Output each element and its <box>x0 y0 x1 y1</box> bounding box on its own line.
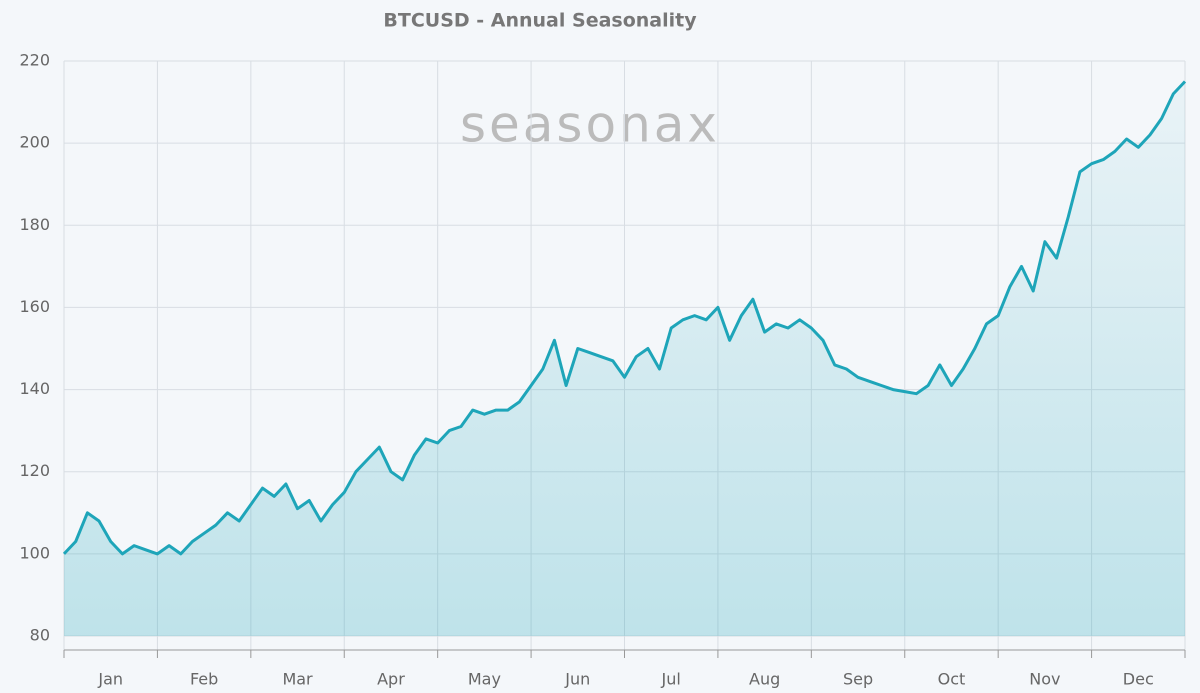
y-tick-label: 100 <box>19 543 50 562</box>
y-tick-label: 80 <box>30 626 50 645</box>
y-tick-label: 200 <box>19 133 50 152</box>
x-tick-label: Jun <box>564 670 590 689</box>
x-tick-label: Mar <box>282 670 313 689</box>
area <box>64 81 1185 636</box>
x-tick-label: Jan <box>97 670 123 689</box>
y-tick-label: 180 <box>19 215 50 234</box>
x-tick-label: Dec <box>1123 670 1154 689</box>
y-tick-label: 140 <box>19 379 50 398</box>
watermark: seasonax <box>460 96 720 154</box>
y-tick-label: 220 <box>19 51 50 70</box>
x-tick-label: Nov <box>1029 670 1060 689</box>
x-tick-label: Sep <box>843 670 873 689</box>
x-tick-label: Apr <box>377 670 405 689</box>
x-tick-label: Oct <box>938 670 966 689</box>
y-tick-label: 160 <box>19 297 50 316</box>
x-tick-label: Aug <box>749 670 780 689</box>
chart-title: BTCUSD - Annual Seasonality <box>383 10 697 32</box>
x-tick-label: May <box>468 670 501 689</box>
y-tick-label: 120 <box>19 461 50 480</box>
line <box>62 80 1187 556</box>
x-tick-label: Jul <box>661 670 681 689</box>
x-tick-label: Feb <box>190 670 218 689</box>
